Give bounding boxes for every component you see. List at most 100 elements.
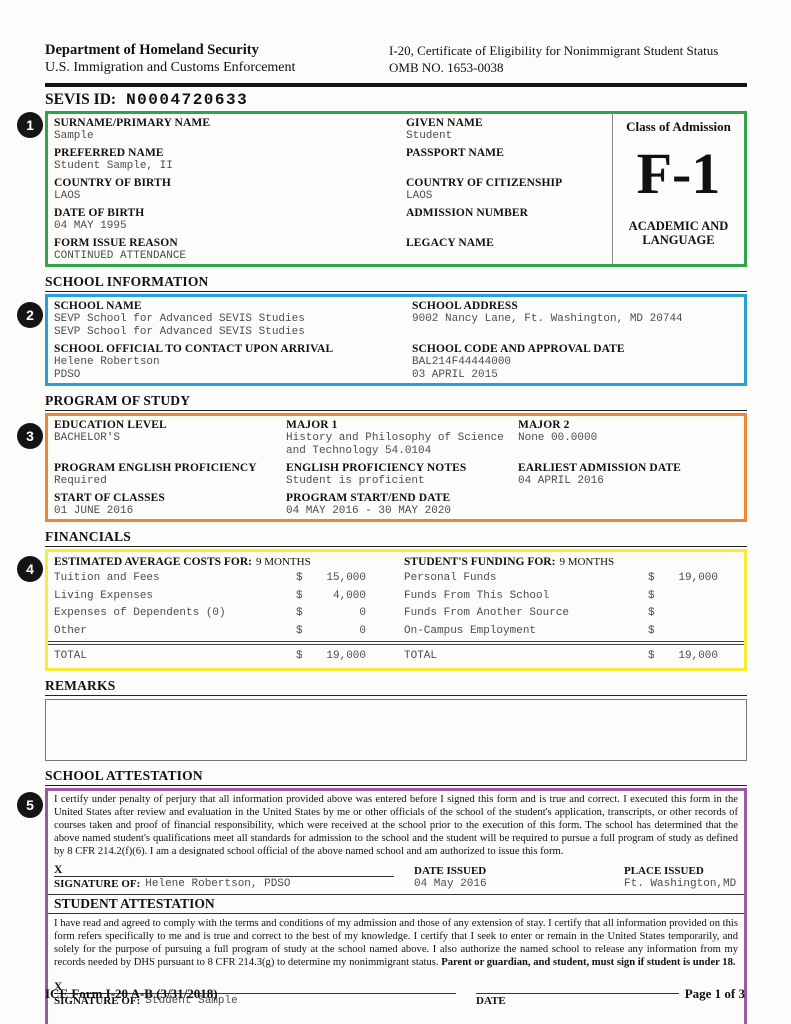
school-information-box: 2 SCHOOL NAME SEVP School for Advanced S…: [17, 294, 747, 386]
english-notes-label: ENGLISH PROFICIENCY NOTES: [286, 462, 467, 474]
sevis-id-label: SEVIS ID:: [45, 91, 117, 108]
cost-label: Other: [54, 624, 88, 637]
cost-label: Expenses of Dependents (0): [54, 607, 226, 619]
cost-amount: 15,000: [326, 572, 366, 584]
school-attestation-text: I certify under penalty of perjury that …: [54, 793, 738, 857]
totals-divider: [48, 641, 744, 645]
country-of-birth-value: LAOS: [54, 190, 81, 202]
admission-number-label: ADMISSION NUMBER: [406, 207, 529, 219]
field-major2: MAJOR 2 None 00.0000: [512, 416, 744, 459]
field-date-of-birth: DATE OF BIRTH 04 MAY 1995: [48, 204, 400, 234]
start-of-classes-value: 01 JUNE 2016: [54, 505, 134, 517]
callout-2: 2: [17, 302, 43, 328]
field-preferred-name: PREFERRED NAME Student Sample, II: [48, 144, 400, 174]
major2-value: None 00.0000: [518, 432, 598, 444]
english-notes-value: Student is proficient: [286, 475, 425, 487]
funding-label: Funds From This School: [404, 589, 550, 602]
field-given-name: GIVEN NAME Student: [400, 114, 612, 144]
preferred-name-value: Student Sample, II: [54, 160, 173, 172]
attestation-box: 5 I certify under penalty of perjury tha…: [17, 787, 747, 1024]
earliest-admission-label: EARLIEST ADMISSION DATE: [518, 462, 681, 474]
form-title: I-20, Certificate of Eligibility for Non…: [389, 43, 719, 58]
school-attestation-heading: SCHOOL ATTESTATION: [45, 768, 747, 786]
passport-name-label: PASSPORT NAME: [406, 147, 504, 159]
school-address-label: SCHOOL ADDRESS: [412, 300, 518, 312]
page-footer: ICE Form I-20 A-B (3/31/2018) Page 1 of …: [45, 986, 745, 1002]
attestation-divider: [48, 893, 744, 895]
place-issued-value: Ft. Washington,MD: [624, 877, 737, 890]
costs-period: 9 MONTHS: [256, 556, 311, 568]
financial-row-4: Other $ 0 On-Campus Employment $: [48, 622, 744, 640]
funding-total-amount: 19,000: [678, 650, 718, 662]
personal-info-right-column: GIVEN NAME Student PASSPORT NAME COUNTRY…: [400, 114, 612, 264]
school-name-line2: SEVP School for Advanced SEVIS Studies: [54, 326, 305, 338]
field-major1: MAJOR 1 History and Philosophy of Scienc…: [280, 416, 512, 459]
financials-header-row: ESTIMATED AVERAGE COSTS FOR: 9 MONTHS ST…: [48, 554, 744, 569]
major1-label: MAJOR 1: [286, 419, 338, 431]
funding-amount: 19,000: [678, 572, 718, 584]
cost-amount: 4,000: [332, 589, 366, 602]
dollar-sign: $: [648, 572, 655, 584]
funding-label: Personal Funds: [404, 572, 497, 584]
dollar-sign: $: [296, 650, 303, 662]
field-school-official: SCHOOL OFFICIAL TO CONTACT UPON ARRIVAL …: [48, 340, 406, 383]
passport-name-value: [406, 160, 606, 173]
field-admission-number: ADMISSION NUMBER: [400, 204, 612, 234]
school-name-label: SCHOOL NAME: [54, 300, 142, 312]
student-signature-line-row: X: [48, 969, 744, 995]
preferred-name-label: PREFERRED NAME: [54, 147, 164, 159]
class-of-admission-value: F-1: [636, 141, 721, 206]
field-school-address: SCHOOL ADDRESS 9002 Nancy Lane, Ft. Wash…: [406, 297, 744, 340]
student-signature-value-row: SIGNATURE OF: Student Sample DATE: [48, 994, 744, 1011]
funding-label: Funds From Another Source: [404, 607, 570, 619]
field-english-notes: ENGLISH PROFICIENCY NOTES Student is pro…: [280, 459, 512, 489]
class-of-admission-cell: Class of Admission F-1 ACADEMIC AND LANG…: [612, 114, 744, 264]
cost-amount: 0: [359, 624, 366, 637]
given-name-value: Student: [406, 130, 453, 142]
funding-total-label: TOTAL: [404, 650, 438, 662]
student-date-line: [476, 975, 679, 995]
sevis-id-row: SEVIS ID: N0004720633: [45, 91, 747, 109]
callout-5: 5: [17, 791, 43, 818]
dollar-sign: $: [296, 589, 303, 602]
given-name-label: GIVEN NAME: [406, 117, 483, 129]
program-of-study-box: 3 EDUCATION LEVEL BACHELOR'S MAJOR 1 His…: [17, 413, 747, 522]
school-information-heading: SCHOOL INFORMATION: [45, 274, 747, 292]
school-code-label: SCHOOL CODE AND APPROVAL DATE: [412, 343, 625, 355]
student-attestation-text: I have read and agreed to comply with th…: [54, 917, 738, 969]
costs-total-amount: 19,000: [326, 650, 366, 662]
personal-info-left-column: SURNAME/PRIMARY NAME Sample PREFERRED NA…: [48, 114, 400, 264]
school-signature-value-row: SIGNATURE OF: Helene Robertson, PDSO 04 …: [48, 877, 744, 894]
dollar-sign: $: [648, 589, 655, 602]
student-signature-value: Student Sample: [145, 995, 238, 1008]
legacy-name-value: [406, 250, 606, 263]
date-of-birth-label: DATE OF BIRTH: [54, 207, 145, 219]
form-issue-reason-label: FORM ISSUE REASON: [54, 237, 178, 249]
financial-row-1: Tuition and Fees $ 15,000 Personal Funds…: [48, 569, 744, 587]
form-number: ICE Form I-20 A-B (3/31/2018): [45, 986, 218, 1001]
header-rule: [45, 83, 747, 87]
date-issued-label: DATE ISSUED: [414, 864, 487, 877]
x-mark: X: [54, 863, 63, 876]
english-proficiency-label: PROGRAM ENGLISH PROFICIENCY: [54, 462, 257, 474]
signature-of-label: SIGNATURE OF:: [54, 995, 141, 1008]
dollar-sign: $: [648, 624, 655, 637]
school-official-label: SCHOOL OFFICIAL TO CONTACT UPON ARRIVAL: [54, 343, 334, 355]
remarks-heading: REMARKS: [45, 678, 747, 696]
field-program-dates: PROGRAM START/END DATE 04 MAY 2016 - 30 …: [280, 489, 512, 519]
surname-label: SURNAME/PRIMARY NAME: [54, 117, 211, 129]
financial-total-row: TOTAL $ 19,000 TOTAL $ 19,000: [48, 647, 744, 665]
school-official-title: PDSO: [54, 369, 81, 381]
country-of-birth-label: COUNTRY OF BIRTH: [54, 177, 171, 189]
page-number: Page 1 of 3: [684, 986, 745, 1001]
dollar-sign: $: [296, 607, 303, 619]
cost-label: Tuition and Fees: [54, 572, 160, 584]
school-code-value: BAL214F44444000: [412, 356, 512, 368]
field-school-code: SCHOOL CODE AND APPROVAL DATE BAL214F444…: [406, 340, 744, 383]
callout-3: 3: [17, 423, 43, 449]
admission-number-value: [406, 220, 606, 233]
program-of-study-heading: PROGRAM OF STUDY: [45, 393, 747, 411]
school-left-column: SCHOOL NAME SEVP School for Advanced SEV…: [48, 297, 406, 383]
field-form-issue-reason: FORM ISSUE REASON CONTINUED ATTENDANCE: [48, 234, 400, 264]
